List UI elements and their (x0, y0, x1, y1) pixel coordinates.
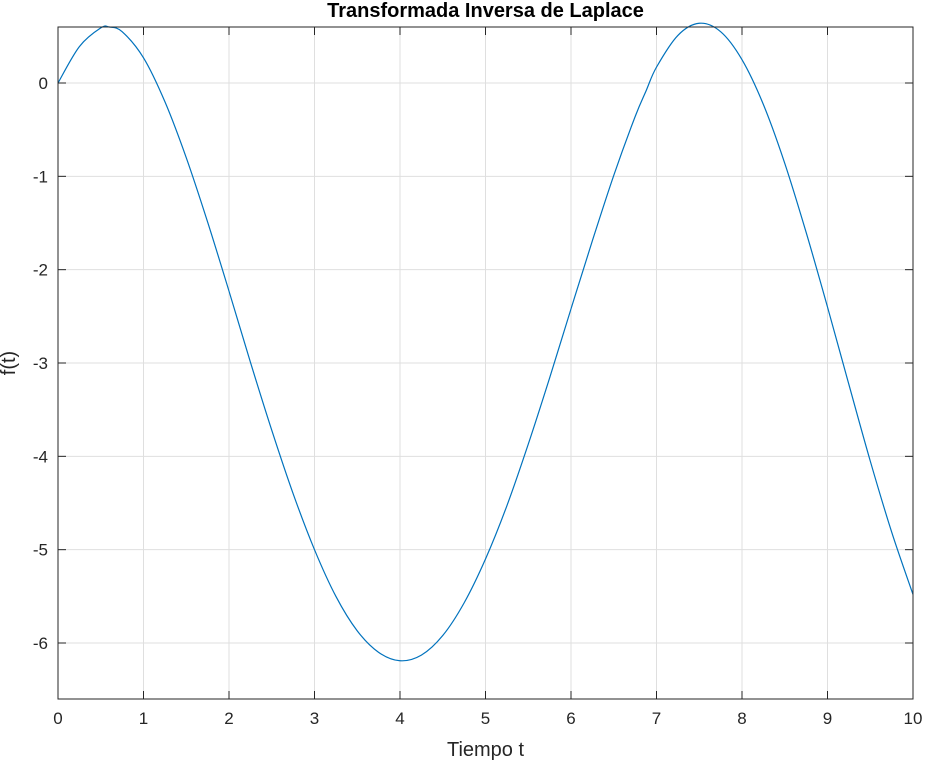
y-tick-label: -3 (33, 354, 48, 373)
x-tick-label: 10 (904, 709, 923, 728)
series-layer (57, 22, 914, 662)
x-tick-label: 9 (823, 709, 832, 728)
y-tick-label: -5 (33, 541, 48, 560)
y-tick-label: -1 (33, 167, 48, 186)
y-tick-label: -4 (33, 447, 48, 466)
x-tick-label: 6 (566, 709, 575, 728)
tick-marks (57, 27, 914, 699)
y-tick-label: -6 (33, 634, 48, 653)
y-tick-label: -2 (33, 261, 48, 280)
series-line (57, 22, 914, 662)
x-tick-label: 0 (53, 709, 62, 728)
x-tick-label: 2 (224, 709, 233, 728)
grid-lines (57, 27, 914, 699)
y-axis-title: f(t) (0, 351, 20, 375)
x-tick-label: 7 (652, 709, 661, 728)
x-tick-label: 3 (310, 709, 319, 728)
x-tick-label: 1 (139, 709, 148, 728)
x-tick-label: 4 (395, 709, 404, 728)
x-axis-title: Tiempo t (447, 739, 525, 761)
x-tick-label: 8 (737, 709, 746, 728)
x-tick-label: 5 (481, 709, 490, 728)
chart-title: Transformada Inversa de Laplace (327, 0, 644, 22)
y-tick-label: 0 (39, 74, 48, 93)
tick-labels: 0 1 2 3 4 5 6 7 8 9 10 0 -1 -2 -3 -4 -5 -6 (33, 74, 923, 728)
